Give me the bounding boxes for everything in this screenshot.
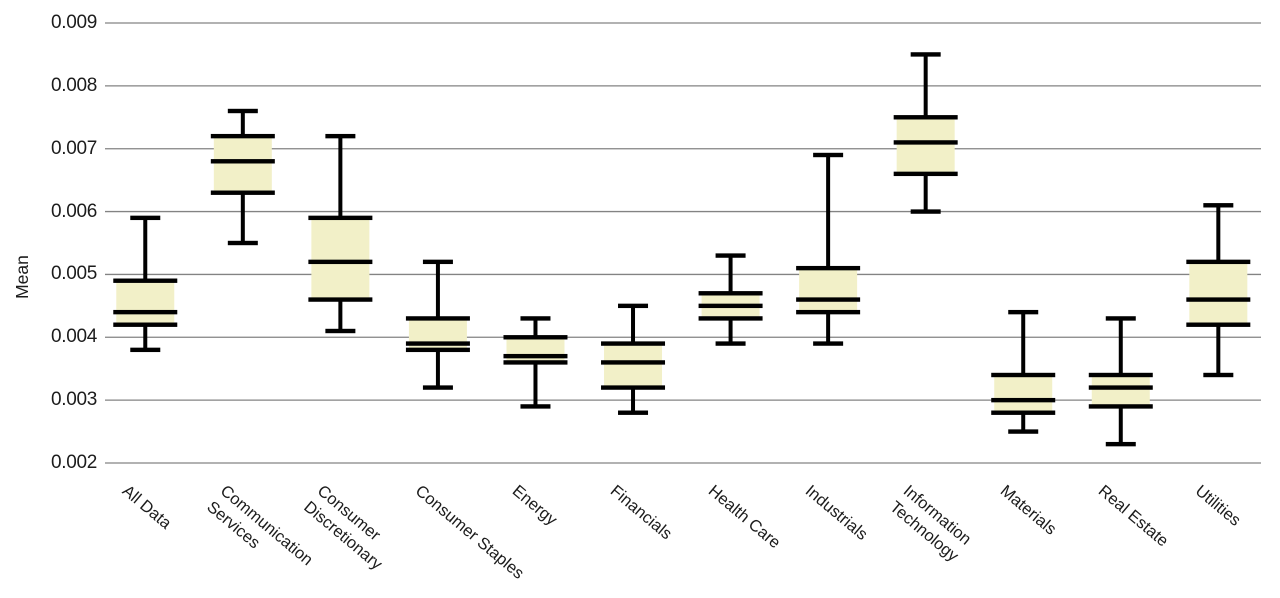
q3-line-all-data [113,278,178,283]
whisker-cap-min-health-care [715,341,746,346]
iqr-box-utilities [1189,261,1248,325]
median-line-all-data [113,309,178,315]
y-tick-label: 0.006 [50,200,97,222]
whisker-cap-min-financials [618,410,649,415]
whisker-cap-min-consumer-staples [422,385,453,390]
q1-line-consumer-discretionary [308,297,373,302]
whisker-cap-max-financials [618,303,649,309]
iqr-box-financials [604,343,663,388]
y-tick-label: 0.005 [50,263,97,285]
median-line-real-estate [1088,385,1153,390]
y-tick-label: 0.008 [50,74,97,96]
median-line-consumer-discretionary [308,259,373,265]
iqr-box-real-estate [1091,375,1150,407]
median-line-communication-services [210,159,275,164]
q1-line-consumer-staples [405,347,470,353]
whisker-cap-max-energy [520,316,551,321]
q3-line-information-technology [893,115,958,120]
whisker-cap-min-information-technology [910,209,941,214]
iqr-box-consumer-discretionary [311,217,370,300]
median-line-health-care [698,303,763,309]
y-tick-label: 0.003 [50,389,97,411]
q1-line-materials [991,410,1056,415]
q3-line-utilities [1186,259,1251,265]
y-tick-label: 0.004 [50,326,97,348]
median-line-energy [503,353,568,359]
y-tick-label: 0.009 [50,12,97,33]
whisker-cap-min-energy [520,404,551,409]
whisker-cap-min-materials [1008,429,1039,434]
iqr-box-energy [506,337,565,363]
whisker-cap-min-industrials [813,341,844,346]
whisker-cap-min-all-data [130,347,161,353]
q3-line-energy [503,335,568,340]
whisker-cap-max-materials [1008,309,1039,315]
q1-line-all-data [113,322,178,327]
whisker-cap-max-all-data [130,215,161,221]
median-line-financials [601,360,666,365]
q1-line-communication-services [210,190,275,195]
whisker-cap-min-real-estate [1105,441,1136,447]
whisker-cap-max-utilities [1203,203,1234,208]
q1-line-industrials [796,309,861,315]
q3-line-communication-services [210,133,275,139]
whisker-cap-max-consumer-discretionary [325,133,356,139]
q1-line-utilities [1186,322,1251,327]
whisker-cap-max-consumer-staples [422,259,453,265]
median-line-industrials [796,297,861,302]
q3-line-consumer-staples [405,316,470,321]
whisker-cap-max-health-care [715,253,746,258]
whisker-cap-min-consumer-discretionary [325,328,356,334]
q3-line-materials [991,372,1056,378]
whisker-cap-max-real-estate [1105,316,1136,321]
q1-line-financials [601,385,666,390]
q3-line-health-care [698,291,763,296]
q1-line-health-care [698,316,763,321]
q3-line-financials [601,341,666,346]
q3-line-real-estate [1088,372,1153,378]
iqr-box-industrials [799,268,858,313]
q3-line-industrials [796,265,861,271]
q1-line-energy [503,360,568,365]
q1-line-real-estate [1088,404,1153,409]
iqr-box-communication-services [213,136,272,193]
q3-line-consumer-discretionary [308,215,373,221]
whisker-cap-max-communication-services [227,108,258,114]
whisker-cap-min-communication-services [227,240,258,246]
whisker-cap-max-industrials [813,152,844,158]
y-tick-label: 0.002 [50,452,97,473]
q1-line-information-technology [893,171,958,177]
iqr-box-information-technology [896,117,955,174]
median-line-materials [991,397,1056,403]
median-line-information-technology [893,140,958,145]
median-line-consumer-staples [405,341,470,346]
iqr-box-materials [994,375,1053,413]
whisker-cap-min-utilities [1203,372,1234,378]
iqr-box-all-data [116,280,175,325]
y-tick-label: 0.007 [50,137,97,159]
median-line-utilities [1186,297,1251,302]
whisker-cap-max-information-technology [910,52,941,57]
